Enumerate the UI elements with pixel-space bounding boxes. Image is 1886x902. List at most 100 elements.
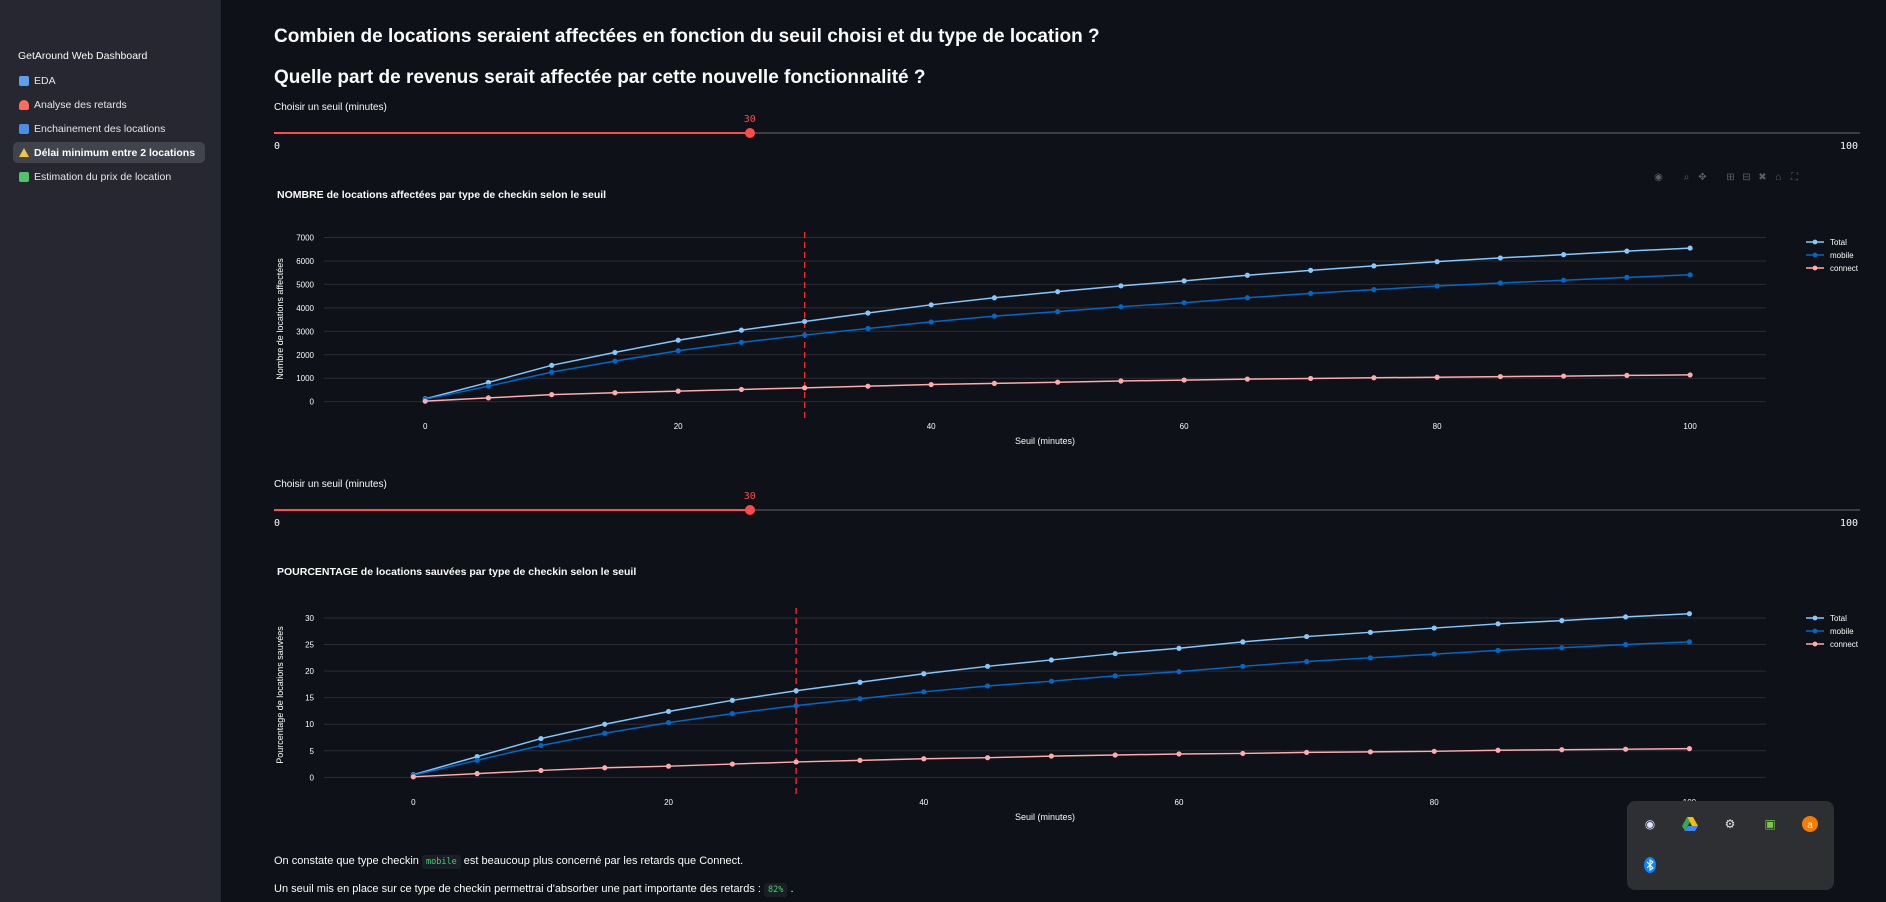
slider-thumb[interactable] xyxy=(744,505,755,515)
data-point-mobile xyxy=(474,757,480,763)
zoom-icon[interactable]: ⌕ xyxy=(1683,172,1690,183)
legend-label: Total xyxy=(1830,614,1847,623)
y-tick-label: 1000 xyxy=(296,374,314,383)
data-point-mobile xyxy=(1559,645,1565,651)
data-point-total xyxy=(1559,618,1565,624)
data-point-total xyxy=(1431,625,1437,631)
data-point-connect xyxy=(1240,750,1246,757)
data-point-connect xyxy=(1687,372,1693,378)
sidebar-item-label: Délai minimum entre 2 locations xyxy=(34,146,196,159)
conclusion-text-start: On constate que type checkin xyxy=(274,855,419,867)
slider-label: Choisir un seuil (minutes) xyxy=(274,102,387,113)
data-point-mobile xyxy=(984,683,991,689)
data-point-total xyxy=(602,721,608,727)
y-axis-label: Pourcentage de locations sauvées xyxy=(275,626,285,764)
sidebar-item-enchainement[interactable]: Enchainement des locations xyxy=(13,118,205,139)
home-icon[interactable]: ⌂ xyxy=(1775,172,1782,183)
inline-code: mobile xyxy=(422,855,461,869)
data-point-connect xyxy=(1559,747,1565,753)
data-point-connect xyxy=(549,392,555,398)
data-point-connect xyxy=(410,774,416,780)
avast-icon[interactable]: a xyxy=(1801,815,1819,833)
threshold-slider[interactable]: 30 xyxy=(274,114,1860,138)
fullscreen-icon[interactable]: ⛶ xyxy=(1791,172,1798,183)
nvidia-icon[interactable]: ▣ xyxy=(1764,817,1776,831)
y-tick-label: 20 xyxy=(305,667,314,676)
legend-marker xyxy=(1812,265,1818,271)
y-tick-label: 5 xyxy=(310,747,315,756)
data-point-connect xyxy=(991,380,998,386)
data-point-mobile xyxy=(665,720,672,726)
data-point-connect xyxy=(1308,375,1314,382)
y-tick-label: 5000 xyxy=(296,280,314,289)
data-point-mobile xyxy=(1431,651,1437,657)
google-drive-icon[interactable] xyxy=(1681,815,1699,833)
data-point-total xyxy=(1687,245,1693,251)
data-point-mobile xyxy=(1497,280,1503,286)
question-2-heading: Quelle part de revenus serait affectée p… xyxy=(274,67,926,88)
data-point-mobile xyxy=(549,369,555,375)
data-point-total xyxy=(991,295,998,301)
data-point-mobile xyxy=(1055,309,1061,315)
legend-marker xyxy=(1812,615,1818,621)
data-point-connect xyxy=(665,763,672,769)
data-point-total xyxy=(538,735,544,742)
data-point-mobile xyxy=(612,358,618,364)
chart-1-title: NOMBRE de locations affectées par type d… xyxy=(277,189,607,201)
slider-max: 100 xyxy=(1840,518,1859,529)
y-tick-label: 6000 xyxy=(296,257,314,266)
legend-label: mobile xyxy=(1830,627,1854,636)
slider-min: 0 xyxy=(274,518,281,529)
steam-icon[interactable]: ⚙ xyxy=(1724,817,1736,831)
discord-icon[interactable]: ◉ xyxy=(1644,817,1656,831)
x-tick-label: 40 xyxy=(927,422,936,431)
data-point-total xyxy=(612,349,618,356)
threshold-slider-2[interactable]: 30 xyxy=(274,491,1860,515)
data-point-mobile xyxy=(729,710,735,717)
data-point-connect xyxy=(538,767,544,774)
data-point-connect xyxy=(865,383,871,389)
data-point-total xyxy=(1686,611,1693,617)
pan-icon[interactable]: ✥ xyxy=(1698,172,1707,183)
data-point-connect xyxy=(612,390,618,396)
slider-fill xyxy=(274,132,750,134)
sidebar-item-eda[interactable]: EDA xyxy=(13,70,205,91)
zoom-in-icon[interactable]: ⊞ xyxy=(1726,172,1735,183)
data-point-mobile xyxy=(1176,669,1182,675)
data-point-total xyxy=(984,663,991,669)
data-point-connect xyxy=(738,386,745,393)
data-point-mobile xyxy=(1304,658,1310,665)
data-point-total xyxy=(793,688,799,694)
slider-thumb[interactable] xyxy=(744,128,755,138)
legend-marker xyxy=(1812,252,1818,258)
sidebar-item-analyse-retards[interactable]: Analyse des retards xyxy=(13,94,205,115)
y-tick-label: 10 xyxy=(305,720,314,729)
data-point-total xyxy=(729,697,735,703)
zoom-out-icon[interactable]: ⊟ xyxy=(1742,172,1751,183)
legend-marker xyxy=(1812,628,1818,634)
autoscale-icon[interactable]: ✖ xyxy=(1758,172,1767,183)
data-point-total xyxy=(921,671,927,677)
slider-fill xyxy=(274,509,750,511)
x-tick-label: 40 xyxy=(919,798,928,807)
data-point-mobile xyxy=(485,383,492,389)
slider-label: Choisir un seuil (minutes) xyxy=(274,479,387,490)
svg-text:a: a xyxy=(1807,820,1813,831)
main-content: Combien de locations seraient affectées … xyxy=(221,0,1886,902)
data-point-connect xyxy=(1112,752,1118,758)
y-tick-label: 0 xyxy=(310,398,315,407)
data-point-mobile xyxy=(1686,639,1693,645)
data-point-mobile xyxy=(1308,290,1314,296)
slider-value: 30 xyxy=(743,114,756,125)
bluetooth-icon[interactable] xyxy=(1641,856,1659,874)
sidebar-item-estimation-prix[interactable]: Estimation du prix de location xyxy=(13,166,205,187)
data-point-mobile xyxy=(1244,295,1250,301)
data-point-connect xyxy=(1623,746,1629,752)
data-point-mobile xyxy=(1561,277,1567,283)
camera-icon[interactable]: ◉ xyxy=(1654,172,1663,183)
data-point-connect xyxy=(474,771,480,777)
sidebar-item-delai-minimum[interactable]: Délai minimum entre 2 locations xyxy=(13,142,205,163)
data-point-total xyxy=(1176,645,1182,651)
x-tick-label: 80 xyxy=(1433,422,1442,431)
data-point-total xyxy=(675,337,681,343)
